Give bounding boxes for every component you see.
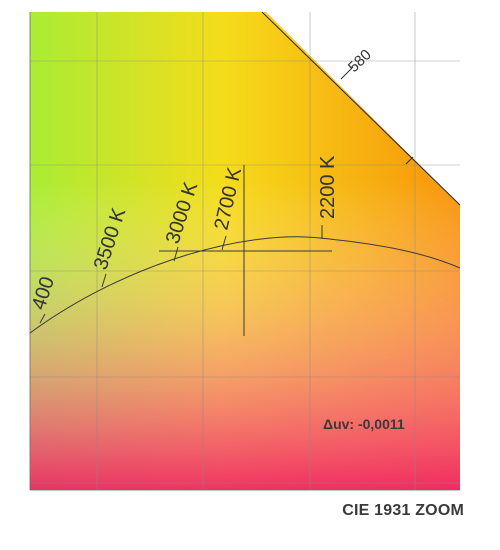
wavelength-tick-minor — [405, 156, 414, 165]
grid — [30, 12, 460, 490]
measurement-crosshair — [159, 165, 332, 336]
wavelength-label-580: 580 — [345, 46, 375, 76]
cct-label-2200k: 2200 K — [317, 155, 339, 219]
plot-frame — [29, 12, 460, 491]
isotherm-ticks — [39, 225, 323, 324]
diagram-title: CIE 1931 ZOOM — [342, 502, 464, 519]
spectral-locus-line — [261, 11, 461, 206]
planckian-locus-curve — [29, 236, 461, 334]
wavelength-tick-580 — [340, 66, 354, 80]
delta-uv-label: Δuv: -0,0011 — [323, 416, 405, 432]
